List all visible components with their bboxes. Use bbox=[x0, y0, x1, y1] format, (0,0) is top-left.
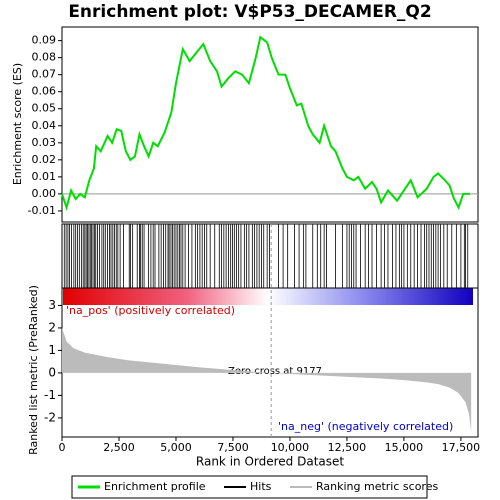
chart-title: Enrichment plot: V$P53_DECAMER_Q2 bbox=[68, 2, 431, 22]
y-tick-label: 0.00 bbox=[32, 187, 57, 200]
y-tick-label: 0.08 bbox=[32, 51, 57, 64]
y-tick-label: 0.02 bbox=[32, 153, 57, 166]
metric-area bbox=[62, 327, 472, 432]
annotation: 'na_pos' (positively correlated) bbox=[66, 304, 235, 317]
x-tick-label: 12,500 bbox=[328, 441, 367, 454]
y-tick-label: 0.09 bbox=[32, 34, 57, 47]
enrichment-line bbox=[61, 35, 471, 211]
legend-label: Ranking metric scores bbox=[316, 480, 438, 493]
annotation: 'na_neg' (negatively correlated) bbox=[278, 420, 453, 433]
legend-label: Hits bbox=[250, 480, 272, 493]
y-tick-label: 0.06 bbox=[32, 85, 57, 98]
y-tick-label: 0.01 bbox=[32, 170, 57, 183]
es-y-label: Enrichment score (ES) bbox=[11, 63, 24, 185]
x-tick-label: 17,500 bbox=[442, 441, 481, 454]
y-tick-label: -2 bbox=[44, 410, 56, 424]
legend bbox=[71, 475, 428, 499]
y-tick-label: -1 bbox=[44, 388, 56, 402]
x-label: Rank in Ordered Dataset bbox=[196, 455, 344, 469]
x-tick-label: 2,500 bbox=[103, 441, 135, 454]
y-tick-label: 3 bbox=[48, 298, 56, 312]
y-tick-label: 0 bbox=[48, 365, 56, 379]
y-tick-label: 0.04 bbox=[32, 119, 57, 132]
metric-y-label: Ranked list metric (PreRanked) bbox=[27, 285, 40, 455]
legend-label: Enrichment profile bbox=[104, 480, 206, 493]
x-tick-label: 15,000 bbox=[385, 441, 424, 454]
y-tick-label: -0.01 bbox=[28, 204, 56, 217]
x-tick-label: 5,000 bbox=[160, 441, 192, 454]
y-tick-label: 1 bbox=[48, 343, 56, 357]
x-tick-label: 10,000 bbox=[271, 441, 310, 454]
color-bar bbox=[63, 288, 473, 305]
y-tick-label: 0.03 bbox=[32, 136, 57, 149]
annotation: Zero cross at 9177 bbox=[228, 366, 322, 377]
hits-panel bbox=[61, 223, 479, 289]
x-tick-label: 0 bbox=[59, 441, 66, 454]
es-panel bbox=[61, 26, 479, 223]
y-tick-label: 0.07 bbox=[32, 68, 57, 81]
x-tick-label: 7,500 bbox=[217, 441, 249, 454]
y-tick-label: 0.05 bbox=[32, 102, 57, 115]
y-tick-label: 2 bbox=[48, 320, 56, 334]
